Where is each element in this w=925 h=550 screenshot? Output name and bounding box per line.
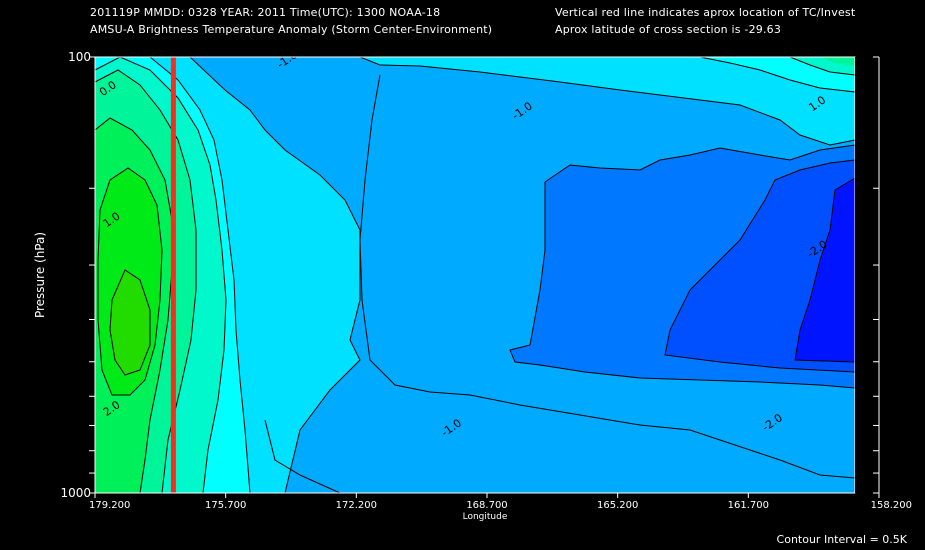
contour-line (359, 74, 856, 479)
anomaly-fill-2.5 (110, 270, 150, 375)
contour-line (794, 177, 856, 363)
y-tick-label: 1000 (60, 486, 91, 500)
contour-line (264, 419, 341, 494)
anomaly-fill-1.0-upper (820, 57, 855, 66)
header-tc-note: Vertical red line indicates aprox locati… (555, 6, 856, 19)
contour-line (699, 56, 856, 93)
contour-lines (94, 56, 856, 494)
contour-line (509, 144, 856, 389)
x-tick-label: 175.700 (205, 500, 246, 511)
plot-frame (94, 56, 880, 494)
header-product-line: 201119P MMDD: 0328 YEAR: 2011 Time(UTC):… (90, 6, 441, 19)
header-title: AMSU-A Brightness Temperature Anomaly (S… (90, 23, 493, 36)
x-tick-label: 158.200 (871, 500, 912, 511)
contour-line (149, 56, 251, 494)
right-margin-strip (855, 57, 879, 493)
anomaly-fill-minus-2.5 (795, 178, 855, 362)
anomaly-fill-minus-0.5-upper (360, 57, 855, 145)
anomaly-fill-layer (95, 57, 855, 493)
axes-layer: 179.200 175.700 172.200 168.700 165.200 161.7… (60, 50, 912, 511)
x-axis-label: Longitude (463, 512, 508, 522)
contour-line (189, 56, 361, 494)
contour-line (789, 56, 856, 76)
x-tick-label: 161.700 (728, 500, 769, 511)
contour-line (664, 159, 856, 373)
x-tick-label: 179.200 (89, 500, 130, 511)
header-latitude-note: Aprox latitude of cross section is -29.6… (555, 23, 782, 36)
contour-line (94, 56, 227, 494)
x-tick-label: 165.200 (597, 500, 638, 511)
y-tick-label: 100 (68, 50, 91, 64)
contour-line (94, 69, 197, 494)
contour-interval-note: Contour Interval = 0.5K (776, 533, 907, 546)
x-tick-label: 168.700 (466, 500, 507, 511)
y-axis-label: Pressure (hPa) (33, 232, 47, 318)
contour-line (359, 56, 856, 146)
x-tick-label: 172.200 (336, 500, 377, 511)
contour-line (109, 269, 151, 376)
contour-line (97, 167, 163, 396)
